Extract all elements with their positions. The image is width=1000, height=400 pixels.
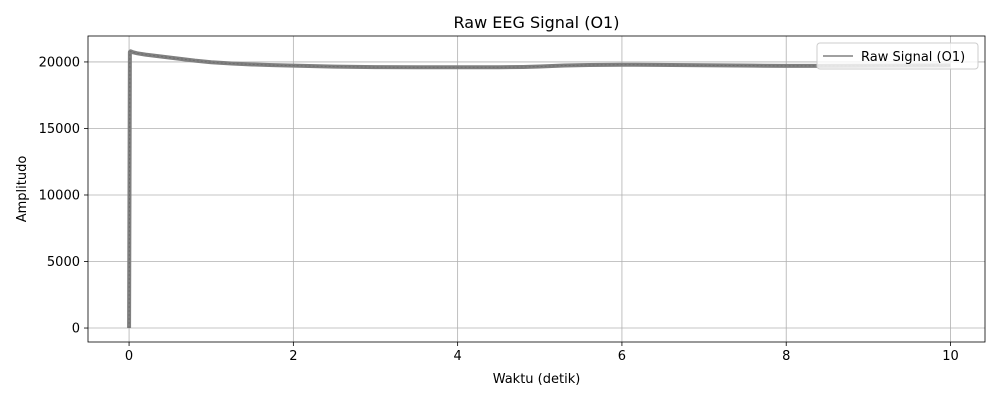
x-tick-label: 0 [125,349,133,364]
x-tick-label: 4 [454,349,462,364]
x-tick-label: 10 [942,349,959,364]
legend: Raw Signal (O1) [816,42,979,70]
y-axis-title: Amplitudo [15,156,30,223]
series-line-raw-signal-noise [128,50,951,329]
y-tick-label: 0 [72,322,80,337]
x-tick-label: 6 [618,349,626,364]
plot-area-frame [87,35,986,343]
y-tick-label: 5000 [47,255,80,270]
legend-box [816,42,979,70]
legend-label: Raw Signal (O1) [861,50,965,65]
x-axis-title: Waktu (detik) [493,372,581,387]
chart-title: Raw EEG Signal (O1) [454,13,620,32]
y-tick-label: 20000 [39,55,80,70]
y-tick-label: 15000 [39,122,80,137]
ticks-layer: 0 2 4 6 8 10 0 5000 10000 15000 20000 [39,55,959,364]
y-tick-label: 10000 [39,188,80,203]
x-tick-label: 2 [289,349,297,364]
series-layer [127,49,951,329]
x-tick-label: 8 [782,349,790,364]
